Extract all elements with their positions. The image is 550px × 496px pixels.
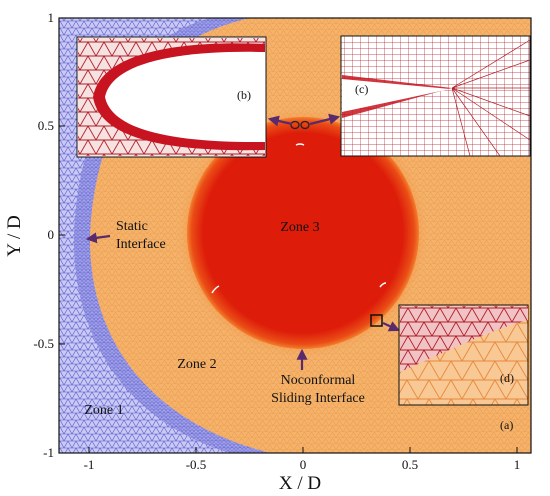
x-axis-title: X / D (279, 473, 321, 494)
zone2-label: Zone 2 (177, 357, 216, 372)
y-tick-label: 1 (48, 10, 55, 25)
y-tick-label: -0.5 (33, 336, 54, 351)
inset-c-label: (c) (355, 82, 368, 96)
inset-d: (d) (398, 304, 529, 406)
zone3-region (187, 117, 419, 349)
blade-right (300, 120, 310, 130)
inset-c: (c) (340, 35, 531, 157)
x-tick-label: 0 (300, 457, 307, 472)
y-tick-label: -1 (43, 445, 54, 460)
blade-left (290, 120, 300, 130)
static-interface-label-line1: Static (116, 219, 148, 234)
x-tick-label: 1 (514, 457, 521, 472)
x-tick-label: -1 (84, 457, 95, 472)
inset-b-arrow (267, 115, 293, 127)
y-tick-label: 0.5 (38, 118, 54, 133)
static-interface-arrow (85, 232, 111, 244)
y-axis-title: Y / D (4, 215, 25, 257)
static-interface-label-line2: Interface (116, 237, 166, 252)
inset-d-label: (d) (500, 371, 514, 385)
x-tick-label: -0.5 (186, 457, 207, 472)
inset-b: (b) (76, 36, 267, 158)
x-tick-label: 0.5 (402, 457, 418, 472)
sliding-interface-label-line1: Noconformal (281, 373, 356, 388)
zone1-label: Zone 1 (84, 403, 123, 418)
inset-c-arrow (309, 113, 341, 126)
y-tick-label: 0 (48, 227, 55, 242)
inset-d-arrow (382, 321, 400, 332)
sliding-interface-label-line2: Sliding Interface (271, 391, 365, 406)
inset-b-label: (b) (237, 88, 251, 102)
panel-a-label: (a) (500, 418, 513, 432)
tick-marks (59, 17, 518, 454)
zone3-label: Zone 3 (280, 220, 319, 235)
detail-marker (370, 314, 383, 327)
